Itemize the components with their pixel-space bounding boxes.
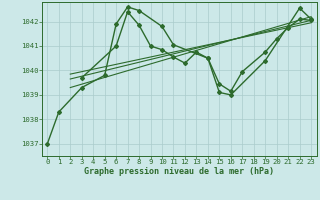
X-axis label: Graphe pression niveau de la mer (hPa): Graphe pression niveau de la mer (hPa) [84, 167, 274, 176]
